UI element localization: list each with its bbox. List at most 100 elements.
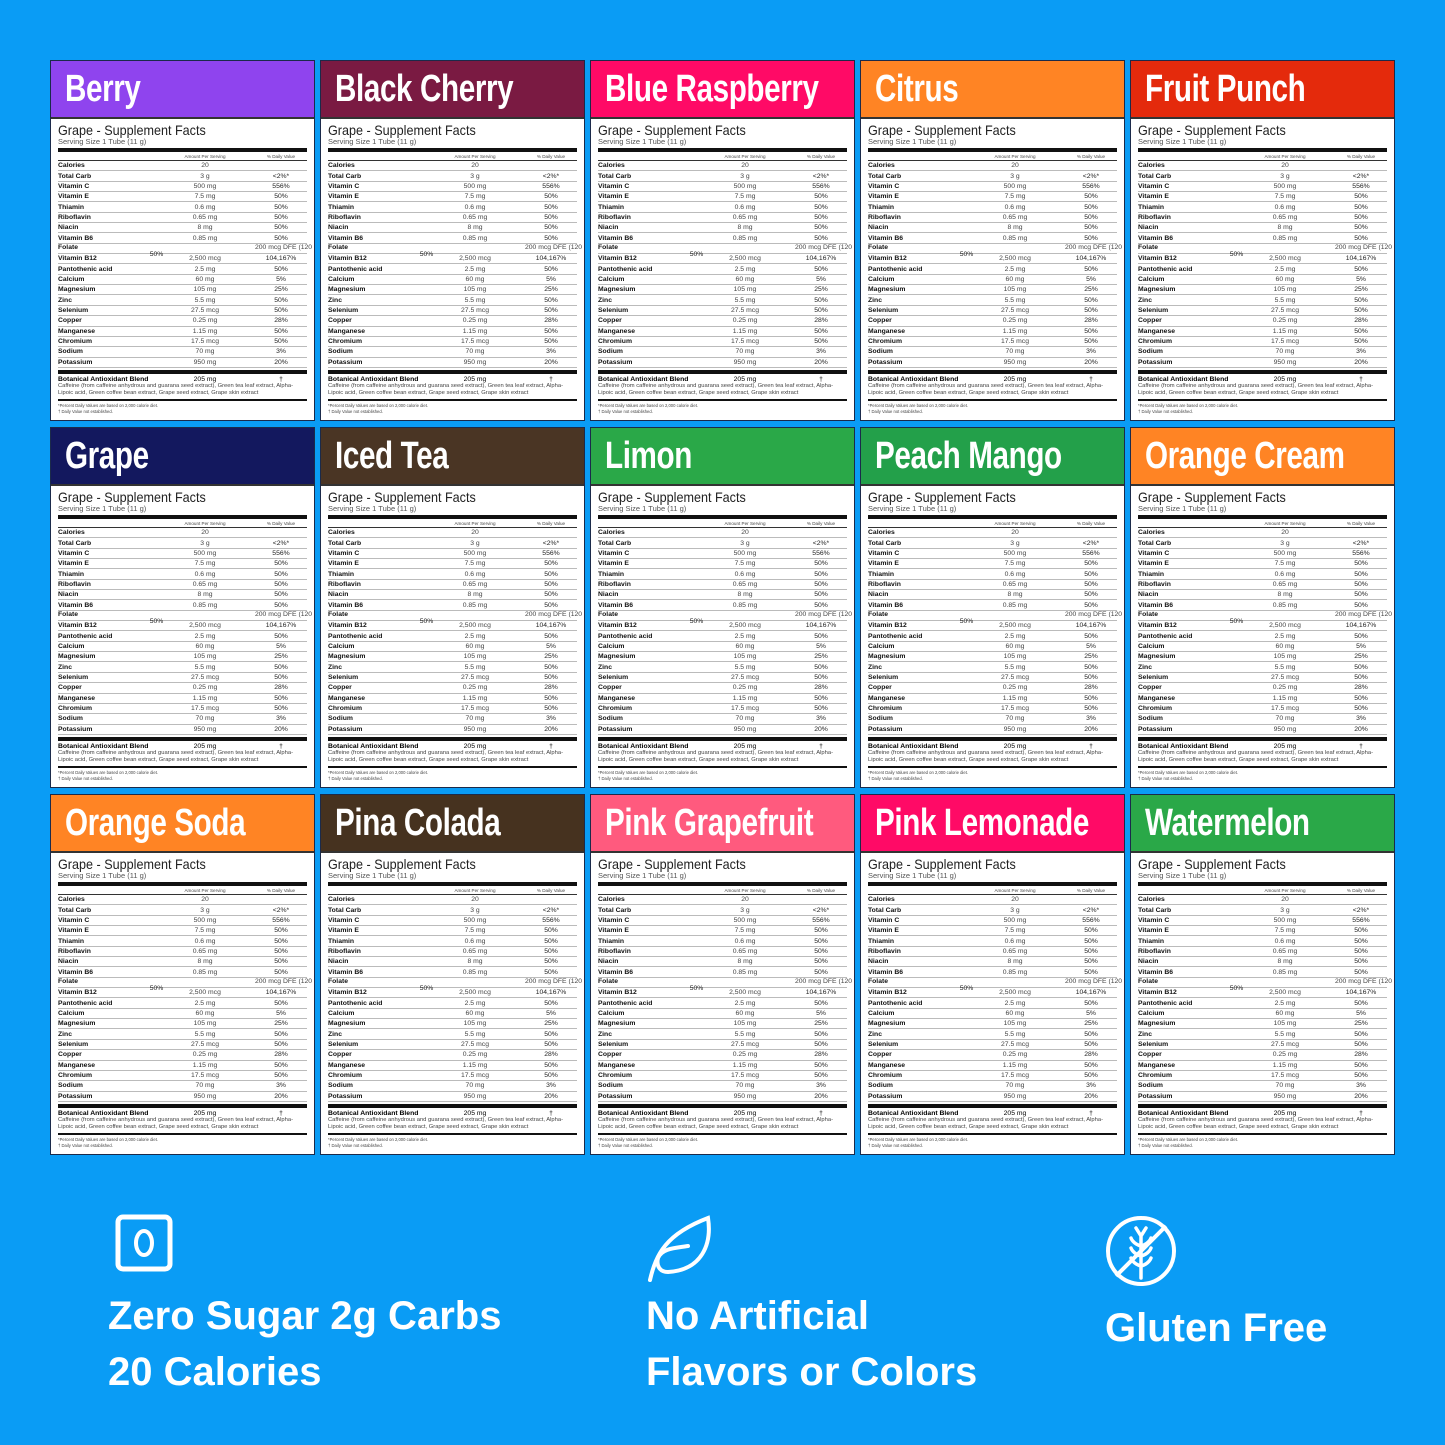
nutrient-name: Riboflavin bbox=[328, 947, 361, 955]
nutrient-name: Zinc bbox=[328, 1030, 342, 1038]
nutrient-name: Calories bbox=[1138, 529, 1165, 537]
nutrient-name: Niacin bbox=[1138, 224, 1159, 232]
nutrient-row: Vitamin C 500 mg 556% bbox=[1138, 916, 1387, 927]
nutrient-name: Potassium bbox=[328, 1092, 363, 1100]
nutrient-amount: 7.5 mg bbox=[194, 560, 216, 568]
nutrient-row: Sodium 70 mg 3% bbox=[328, 714, 577, 725]
blend-description: Caffeine (from caffeine anhydrous and gu… bbox=[58, 749, 294, 763]
nutrient-dv: 50% bbox=[1084, 213, 1098, 221]
nutrient-row: Niacin 8 mg 50% bbox=[598, 223, 847, 234]
nutrient-name: Vitamin C bbox=[58, 549, 90, 557]
nutrient-dv: <2%* bbox=[1082, 172, 1100, 180]
col-amount: Amount Per Serving bbox=[1264, 154, 1306, 159]
nutrient-dv: 50% bbox=[814, 296, 828, 304]
nutrient-row: Niacin 8 mg 50% bbox=[328, 957, 577, 968]
nutrient-name: Potassium bbox=[1138, 358, 1173, 366]
nutrient-row: Copper 0.25 mg 28% bbox=[328, 683, 577, 694]
nutrient-name: Selenium bbox=[58, 306, 89, 314]
nutrient-row: Sodium 70 mg 3% bbox=[58, 714, 307, 725]
nutrient-amount: 20 bbox=[1281, 162, 1289, 170]
nutrient-amount: 2,500 mcg bbox=[1269, 622, 1301, 630]
nutrient-dv: <2%* bbox=[1352, 906, 1370, 914]
nutrient-row: Total Carb 3 g <2%* bbox=[1138, 538, 1387, 549]
nutrient-amount: 950 mg bbox=[1003, 1092, 1027, 1100]
nutrient-name: Magnesium bbox=[1138, 653, 1176, 661]
nutrient-name: Chromium bbox=[868, 1072, 902, 1080]
nutrient-name: Sodium bbox=[328, 348, 353, 356]
nutrient-name: Vitamin E bbox=[58, 560, 89, 568]
nutrient-amount: 7.5 mg bbox=[1274, 560, 1296, 568]
flavor-name: Citrus bbox=[875, 67, 959, 110]
facts-title: Grape - Supplement Facts bbox=[328, 489, 476, 505]
blend-description: Caffeine (from caffeine anhydrous and gu… bbox=[1138, 1116, 1374, 1130]
nutrient-name: Pantothenic acid bbox=[598, 999, 653, 1007]
blend-dv: † bbox=[549, 742, 553, 750]
nutrient-row: Copper 0.25 mg 28% bbox=[1138, 683, 1387, 694]
nutrient-row: Vitamin B6 0.85 mg 50% bbox=[598, 600, 847, 611]
nutrient-amount: 500 mg bbox=[463, 182, 487, 190]
nutrient-row: Copper 0.25 mg 28% bbox=[58, 683, 307, 694]
nutrient-amount: 0.85 mg bbox=[732, 601, 758, 609]
nutrient-amount: 500 mg bbox=[1003, 549, 1027, 557]
nutrient-dv: 25% bbox=[814, 286, 828, 294]
nutrient-amount: 0.6 mg bbox=[464, 570, 486, 578]
nutrient-dv: 50% bbox=[274, 705, 288, 713]
nutrient-dv: 25% bbox=[1354, 653, 1368, 661]
nutrient-name: Vitamin B12 bbox=[328, 622, 367, 630]
col-amount: Amount Per Serving bbox=[1264, 521, 1306, 526]
nutrient-amount: 105 mg bbox=[1273, 653, 1297, 661]
nutrient-dv: 5% bbox=[1086, 642, 1096, 650]
nutrient-dv: 104,167% bbox=[1345, 622, 1377, 630]
nutrient-dv: 5% bbox=[276, 1009, 286, 1017]
nutrient-dv: 20% bbox=[1084, 1092, 1098, 1100]
nutrient-row: Vitamin E 7.5 mg 50% bbox=[328, 926, 577, 937]
nutrient-row: Folate 200 mcg DFE (120 mcg folic acid) 50… bbox=[328, 611, 584, 625]
nutrient-dv: 50% bbox=[419, 250, 434, 258]
nutrient-dv: 50% bbox=[959, 250, 974, 258]
nutrient-amount: 1.15 mg bbox=[462, 1061, 488, 1069]
blend-name: Botanical Antioxidant Blend bbox=[328, 742, 419, 750]
nutrient-amount: 70 mg bbox=[735, 348, 755, 356]
nutrient-row: Vitamin E 7.5 mg 50% bbox=[328, 559, 577, 570]
nutrient-name: Folate bbox=[58, 243, 79, 251]
nutrient-amount: 20 bbox=[1011, 529, 1019, 537]
column-headers: Amount Per Serving % Daily Value bbox=[1138, 887, 1387, 894]
nutrient-row: Pantothenic acid 2.5 mg 50% bbox=[598, 264, 847, 275]
footnote: *Percent Daily Values are based on 2,000… bbox=[868, 402, 969, 408]
nutrient-name: Vitamin B6 bbox=[868, 968, 904, 976]
nutrient-dv: 20% bbox=[274, 725, 288, 733]
nutrient-amount: 27.5 mcg bbox=[1001, 673, 1029, 681]
nutrient-name: Calcium bbox=[1138, 1009, 1165, 1017]
nutrient-dv: 50% bbox=[1084, 673, 1098, 681]
nutrient-name: Thiamin bbox=[58, 570, 85, 578]
nutrient-amount: 0.85 mg bbox=[192, 601, 218, 609]
nutrient-name: Vitamin E bbox=[598, 193, 629, 201]
nutrient-name: Potassium bbox=[598, 1092, 633, 1100]
nutrient-row: Vitamin B12 2,500 mcg 104,167% bbox=[1138, 988, 1387, 999]
nutrient-row: Total Carb 3 g <2%* bbox=[598, 905, 847, 916]
nutrient-row: Magnesium 105 mg 25% bbox=[328, 1019, 577, 1030]
nutrient-name: Niacin bbox=[58, 591, 79, 599]
nutrient-amount: 5.5 mg bbox=[1274, 1030, 1296, 1038]
supplement-facts: Grape - Supplement Facts Serving Size 1 T… bbox=[321, 486, 584, 787]
nutrient-dv: 50% bbox=[274, 947, 288, 955]
nutrient-name: Vitamin B6 bbox=[328, 968, 364, 976]
nutrient-name: Zinc bbox=[58, 296, 72, 304]
nutrient-dv: 50% bbox=[274, 560, 288, 568]
flavor-panel: Black Cherry Grape - Supplement Facts Serv… bbox=[320, 60, 585, 421]
nutrient-name: Zinc bbox=[58, 1030, 72, 1038]
nutrient-name: Chromium bbox=[598, 338, 632, 346]
nutrient-row: Pantothenic acid 2.5 mg 50% bbox=[1138, 631, 1387, 642]
nutrient-amount: 0.6 mg bbox=[194, 937, 216, 945]
nutrient-name: Sodium bbox=[328, 715, 353, 723]
nutrient-amount: 950 mg bbox=[733, 1092, 757, 1100]
nutrient-name: Calories bbox=[1138, 162, 1165, 170]
nutrient-amount: 8 mg bbox=[737, 591, 753, 599]
nutrient-row: Vitamin C 500 mg 556% bbox=[1138, 549, 1387, 560]
nutrient-amount: 7.5 mg bbox=[1004, 193, 1026, 201]
nutrient-name: Calories bbox=[868, 896, 895, 904]
blend-name: Botanical Antioxidant Blend bbox=[868, 1109, 959, 1117]
nutrient-dv: 104,167% bbox=[1345, 255, 1377, 263]
blend-row: Botanical Antioxidant Blend 205 mg † bbox=[328, 1110, 577, 1117]
nutrient-dv: 50% bbox=[544, 947, 558, 955]
